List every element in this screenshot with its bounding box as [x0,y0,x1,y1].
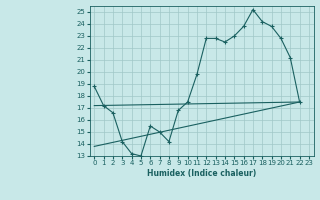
X-axis label: Humidex (Indice chaleur): Humidex (Indice chaleur) [147,169,256,178]
